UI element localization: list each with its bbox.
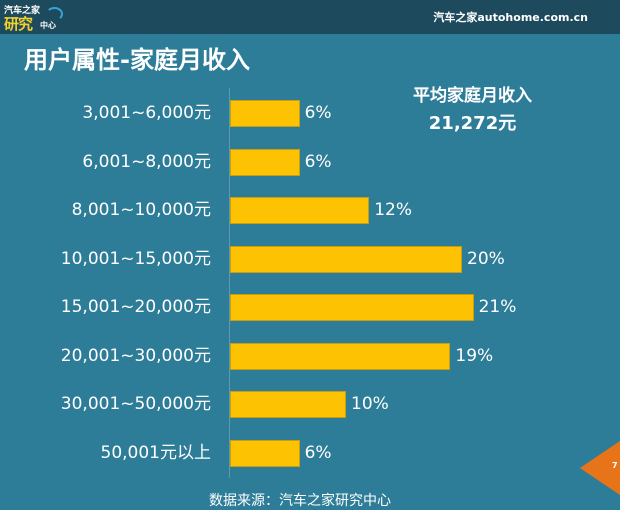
value-label: 21%	[478, 297, 517, 317]
bar	[230, 391, 346, 418]
category-label: 10,001~15,000元	[60, 248, 211, 269]
category-label: 8,001~10,000元	[71, 200, 211, 220]
logo-line3: 中心	[40, 21, 56, 30]
value-label: 10%	[351, 394, 389, 414]
bar	[230, 294, 474, 321]
bar-row: 8,001~10,000元 12%	[0, 195, 620, 225]
category-label: 30,001~50,000元	[60, 394, 211, 414]
brand-text: 汽车之家autohome.com.cn	[433, 11, 588, 24]
average-income-callout: 平均家庭月收入 21,272元	[395, 84, 550, 136]
bar-row: 10,001~15,000元 20%	[0, 244, 620, 274]
bar-row: 6,001~8,000元 6%	[0, 147, 620, 177]
bar	[230, 342, 451, 370]
bar-row: 30,001~50,000元 10%	[0, 389, 620, 419]
page-tab-icon	[580, 441, 620, 495]
top-bar: 汽车之家 研究 中心 汽车之家autohome.com.cn	[0, 0, 620, 34]
bar-row: 3,001~6,000元 6%	[0, 98, 620, 128]
autohome-research-logo: 汽车之家 研究 中心	[3, 3, 63, 33]
value-label: 6%	[304, 442, 332, 463]
bar	[230, 148, 300, 176]
bar-row: 15,001~20,000元 21%	[0, 292, 620, 322]
bar	[230, 197, 370, 224]
bar	[230, 100, 300, 127]
value-label: 6%	[304, 151, 332, 172]
category-label: 15,001~20,000元	[60, 297, 211, 317]
category-label: 50,001元以上	[100, 442, 211, 463]
bar-row: 50,001元以上 6%	[0, 438, 620, 468]
category-label: 6,001~8,000元	[82, 151, 211, 172]
average-income-label: 平均家庭月收入	[413, 86, 532, 106]
value-label: 6%	[304, 103, 332, 123]
data-source: 数据来源：汽车之家研究中心	[209, 493, 391, 509]
slide-title: 用户属性-家庭月收入	[24, 46, 250, 74]
chart-axis	[229, 88, 230, 478]
bar-row: 20,001~30,000元 19%	[0, 341, 620, 371]
value-label: 20%	[467, 248, 505, 269]
logo-line2: 研究	[4, 15, 33, 33]
logo-swirl-icon	[46, 7, 63, 21]
category-label: 20,001~30,000元	[60, 345, 211, 366]
value-label: 19%	[455, 345, 494, 366]
value-label: 12%	[374, 200, 412, 220]
page-number: 7	[612, 461, 618, 470]
bar	[230, 245, 462, 273]
average-income-value: 21,272元	[428, 113, 517, 134]
bar	[230, 439, 300, 467]
logo-line1: 汽车之家	[4, 6, 41, 16]
category-label: 3,001~6,000元	[82, 103, 211, 123]
